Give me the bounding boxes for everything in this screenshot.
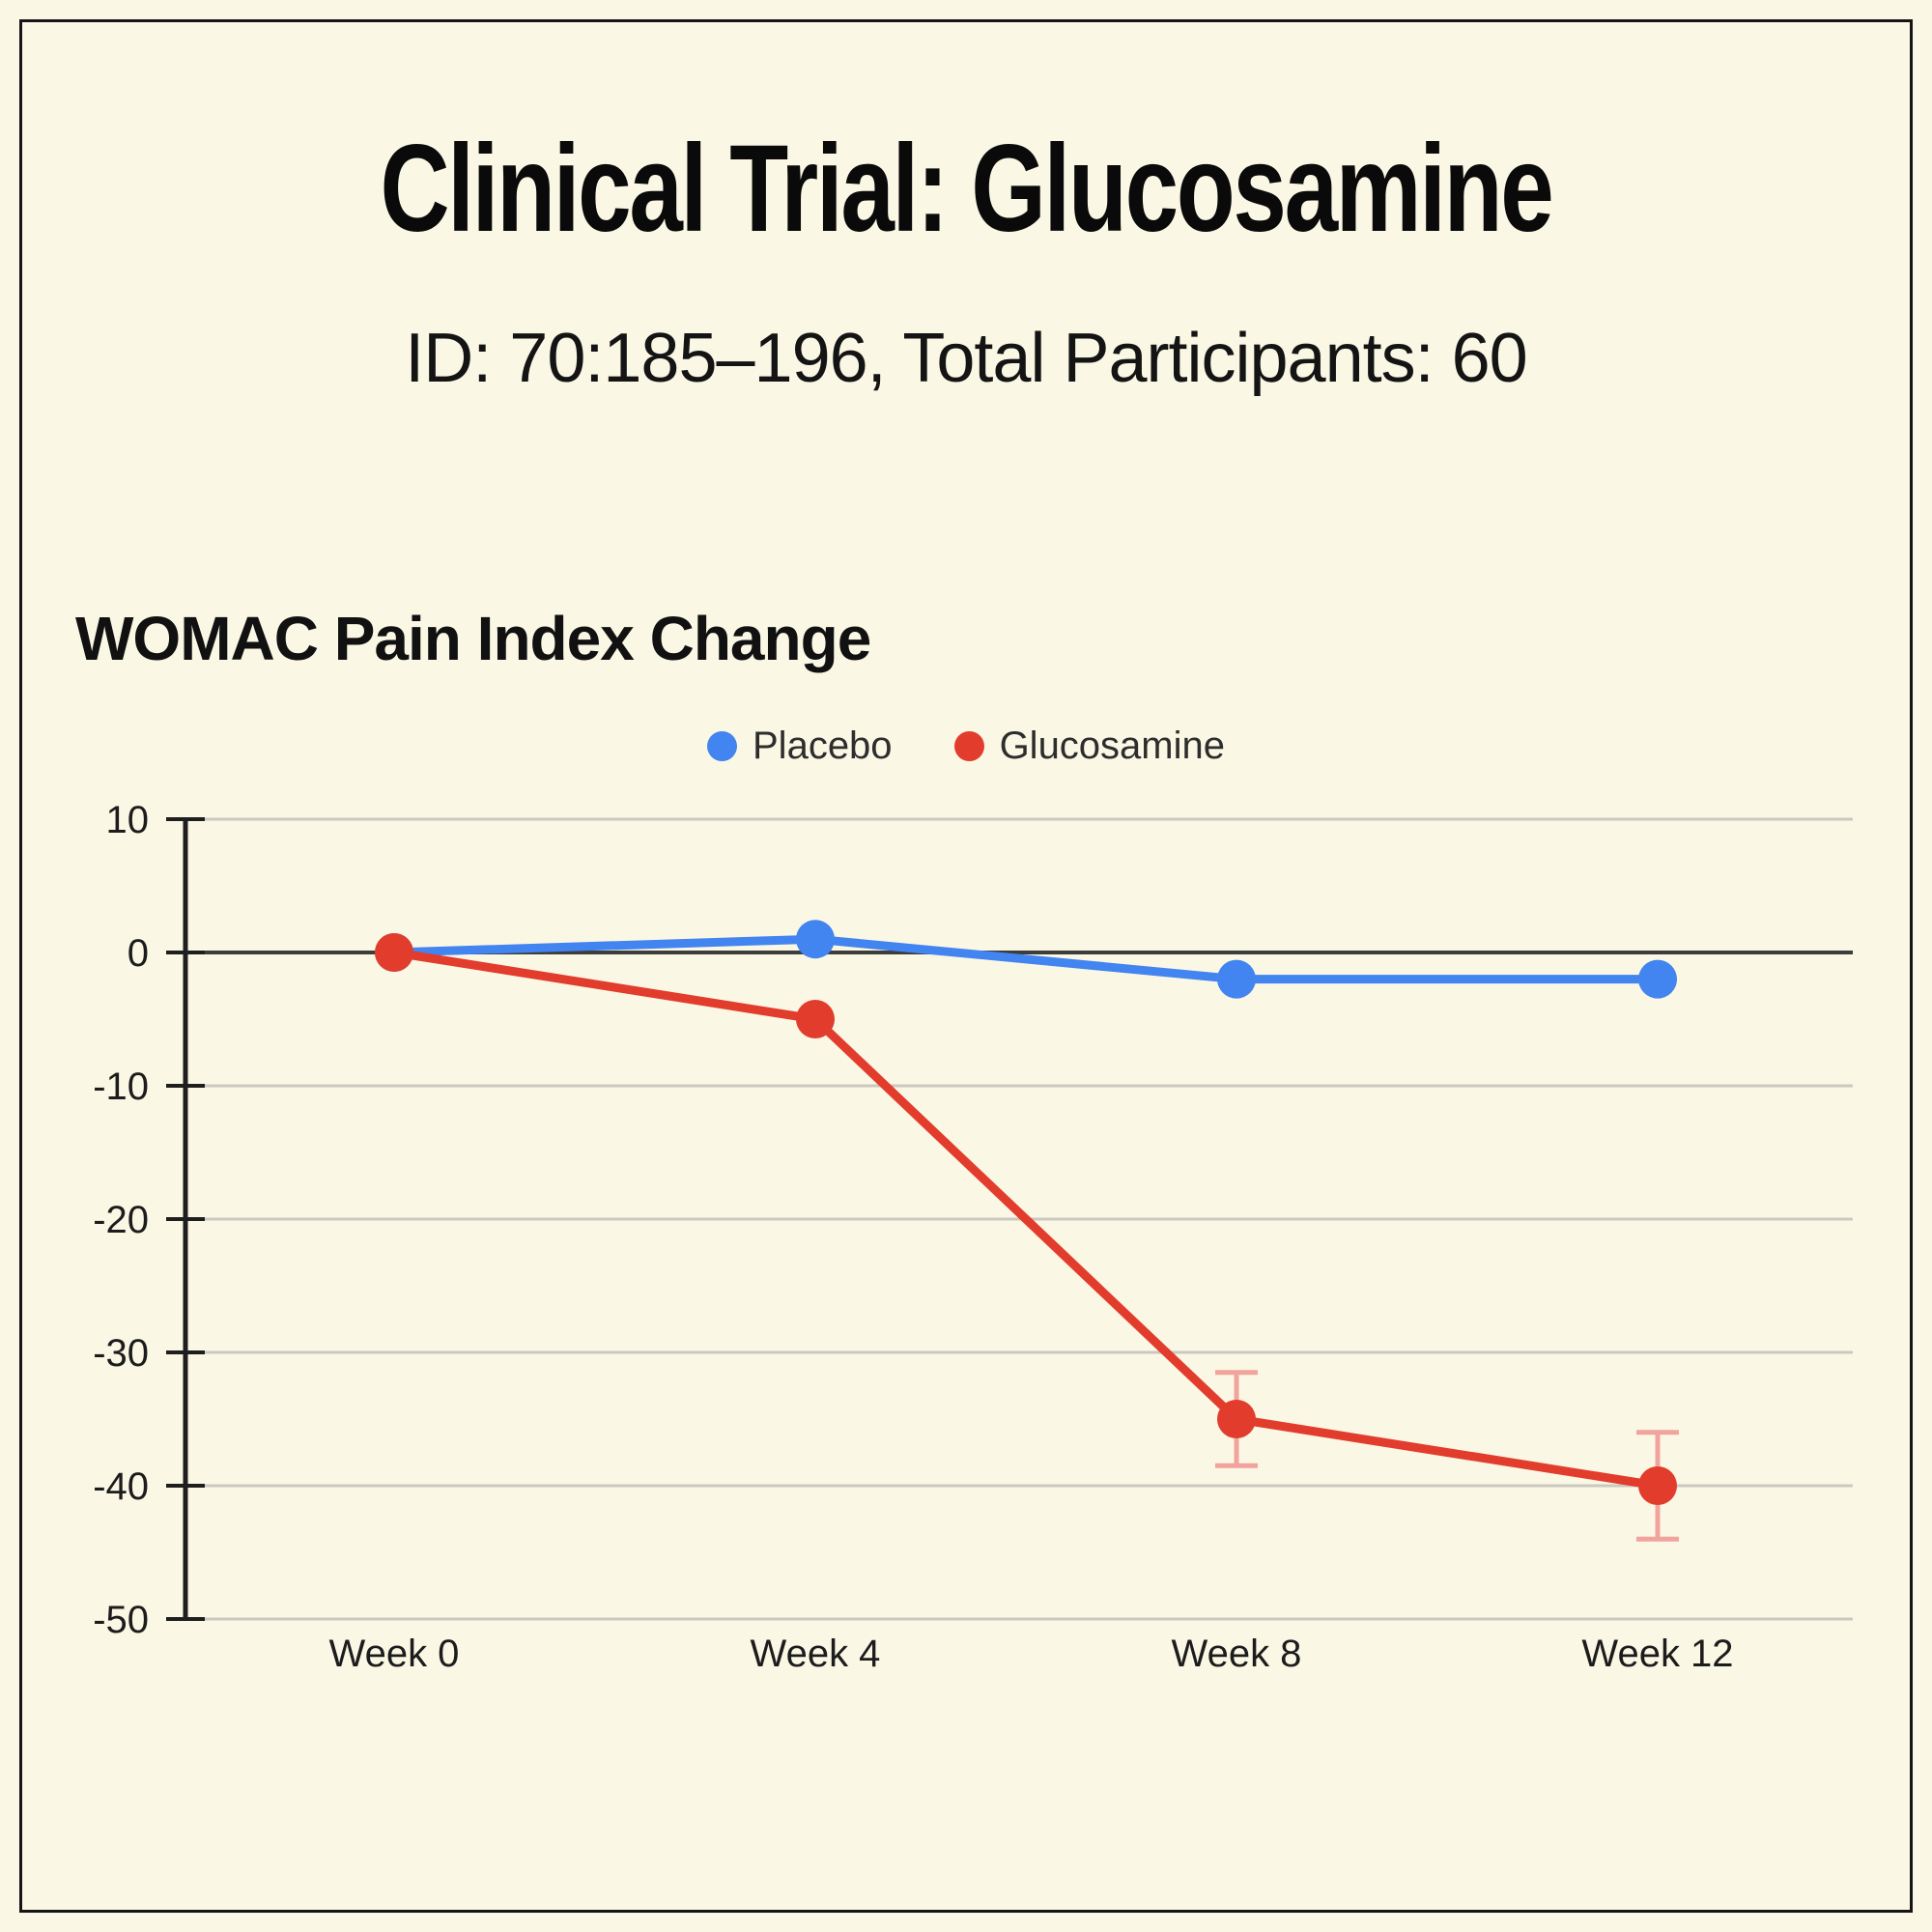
data-point-glucosamine-4w [796,1000,835,1038]
data-point-placebo-12w [1638,959,1677,999]
page-title: Clinical Trial: Glucosamine [380,120,1554,258]
legend-dot-placebo [707,730,737,761]
legend-label: Placebo [753,724,893,767]
y-axis-label: -50 [93,1599,149,1641]
y-axis-label: 0 [128,932,149,975]
legend-dot-glucosamine [953,730,984,761]
y-axis-label: -40 [93,1465,149,1508]
x-axis-label: Week 4 [751,1633,881,1675]
chart-legend: Placebo Glucosamine [0,715,1932,777]
series-line-placebo [389,934,1662,984]
series-line-glucosamine [389,948,1662,1491]
legend-item-glucosamine: Glucosamine [953,724,1225,768]
y-axis-label: -30 [93,1332,149,1375]
x-axis-label: Week 8 [1172,1633,1302,1675]
chart-title: WOMAC Pain Index Change [75,604,871,673]
page-subtitle: ID: 70:185–196, Total Participants: 60 [405,320,1527,397]
legend-item-placebo: Placebo [707,724,893,768]
data-point-glucosamine-8w [1217,1400,1256,1438]
data-point-glucosamine-0w [375,933,413,972]
x-axis-label: Week 0 [329,1633,460,1675]
x-axis-label: Week 12 [1581,1633,1733,1675]
y-axis-label: -10 [93,1065,149,1108]
data-point-glucosamine-12w [1638,1466,1677,1505]
y-axis-label: -20 [93,1199,149,1241]
y-axis-label: 10 [106,799,150,841]
data-point-placebo-8w [1217,959,1256,999]
legend-label: Glucosamine [999,724,1225,767]
data-point-placebo-4w [796,920,835,959]
